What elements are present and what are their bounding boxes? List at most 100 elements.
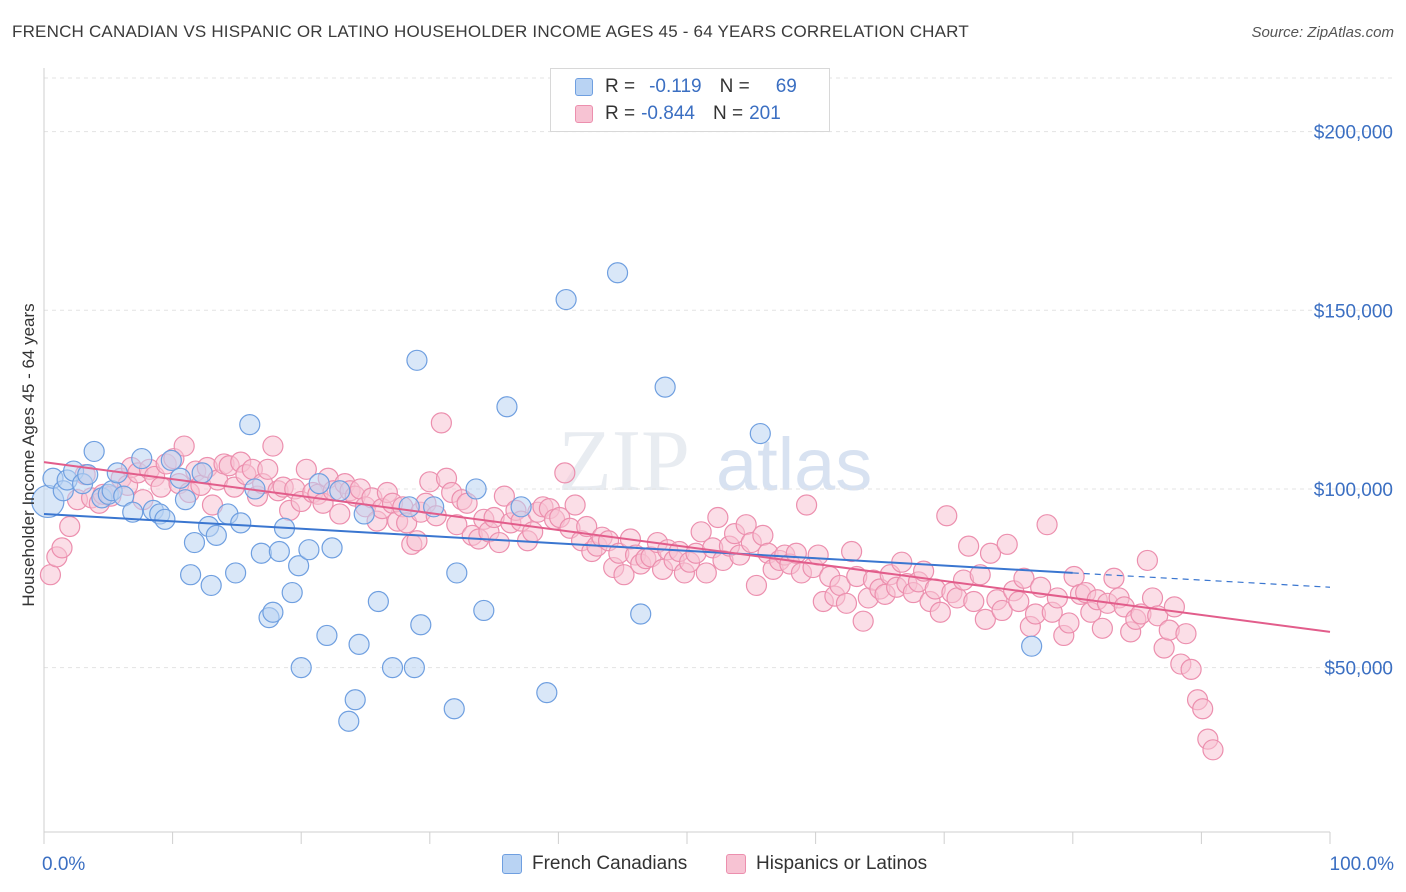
point-hispanic: [51, 537, 73, 559]
point-hispanic: [1046, 587, 1068, 609]
point-french-canadian: [348, 633, 370, 655]
bottom-legend-swatch-pink: [726, 854, 746, 874]
legend-r-label: R =: [605, 76, 636, 97]
point-french-canadian: [410, 614, 432, 636]
point-hispanic: [974, 608, 996, 630]
point-french-canadian: [338, 710, 360, 732]
point-french-canadian: [308, 472, 330, 495]
point-hispanic: [488, 531, 510, 554]
point-hispanic: [1192, 698, 1214, 720]
point-hispanic: [707, 506, 729, 529]
point-hispanic: [996, 533, 1018, 555]
point-french-canadian: [290, 657, 312, 679]
point-french-canadian: [496, 396, 518, 418]
point-hispanic: [564, 494, 586, 516]
bottom-legend-label: Hispanics or Latinos: [756, 853, 928, 874]
point-french-canadian: [131, 447, 153, 470]
point-hispanic: [1163, 596, 1185, 618]
legend-swatch-pink: [575, 105, 593, 123]
legend-r-value: -0.844: [641, 103, 695, 124]
point-hispanic: [1013, 567, 1035, 589]
point-hispanic: [1153, 637, 1175, 659]
point-hispanic: [173, 435, 195, 457]
trend-line-french-canadians: [43, 512, 1073, 574]
point-french-canadian: [367, 590, 389, 613]
legend-row-hispanics: R = -0.844 N = 201: [575, 102, 781, 126]
bottom-legend-swatch-blue: [502, 854, 522, 874]
point-french-canadian: [250, 542, 272, 564]
point-hispanic: [979, 542, 1002, 564]
point-french-canadian: [205, 524, 227, 547]
legend-swatch-blue: [575, 78, 593, 96]
x-tick-label: 0.0%: [42, 854, 85, 875]
point-hispanic: [329, 503, 351, 525]
point-hispanic: [1202, 739, 1224, 761]
point-hispanic: [1008, 590, 1030, 613]
point-hispanic: [1180, 658, 1202, 681]
point-hispanic: [1091, 617, 1113, 639]
watermark: ZIP atlas: [558, 413, 872, 510]
point-hispanic: [1103, 567, 1125, 589]
point-hispanic: [991, 599, 1013, 622]
point-french-canadian: [183, 531, 206, 554]
bottom-legend-french-canadians: French Canadians: [502, 852, 687, 876]
point-hispanic: [841, 540, 863, 563]
grid: [44, 77, 1394, 669]
point-hispanic: [576, 515, 598, 538]
point-hispanic: [1058, 612, 1080, 634]
point-french-canadian: [423, 496, 445, 518]
point-french-canadian: [262, 601, 284, 623]
bottom-legend-label: French Canadians: [532, 853, 688, 874]
point-hispanic: [1136, 549, 1158, 572]
y-tick-label: $200,000: [1314, 123, 1393, 144]
point-hispanic: [554, 462, 576, 484]
x-tick-label: 100.0%: [1330, 854, 1395, 875]
point-hispanic: [430, 412, 452, 434]
point-french-canadian: [465, 478, 487, 500]
point-french-canadian: [473, 599, 495, 622]
point-french-canadian: [510, 496, 532, 518]
point-hispanic: [1175, 623, 1197, 645]
point-french-canadian: [403, 657, 425, 679]
point-french-canadian: [154, 508, 176, 530]
y-tick-label: $50,000: [1324, 659, 1393, 680]
point-french-canadian: [288, 555, 310, 577]
point-french-canadian: [329, 480, 351, 502]
point-hispanic: [752, 524, 774, 547]
legend-n-value: 69: [775, 76, 797, 97]
y-tick-label: $100,000: [1314, 480, 1393, 501]
watermark-zip: ZIP: [558, 413, 690, 510]
point-french-canadian: [353, 503, 375, 525]
trend-lines: [43, 461, 1331, 633]
source-credit: Source: ZipAtlas.com: [1251, 24, 1394, 41]
point-hispanic: [929, 601, 951, 623]
y-axis-label: Householder Income Ages 45 - 64 years: [19, 303, 38, 606]
point-french-canadian: [122, 501, 144, 523]
watermark-atlas: atlas: [716, 423, 872, 506]
point-french-canadian: [654, 376, 676, 398]
point-french-canadian: [344, 689, 366, 711]
point-hispanic: [1141, 587, 1164, 609]
point-french-canadian: [225, 562, 247, 584]
legend-r-label: R =: [605, 103, 636, 124]
legend-n-label: N =: [712, 103, 744, 124]
point-hispanic: [59, 515, 81, 538]
point-hispanic: [745, 574, 768, 597]
point-hispanic: [807, 544, 829, 566]
bottom-legend-hispanics: Hispanics or Latinos: [726, 852, 927, 876]
point-french-canadian: [321, 537, 343, 559]
point-hispanic: [835, 592, 858, 614]
point-french-canadian: [239, 414, 261, 436]
point-french-canadian: [191, 462, 213, 484]
y-tick-label: $150,000: [1314, 301, 1393, 322]
point-french-canadian: [316, 624, 338, 647]
point-hispanic: [795, 494, 818, 516]
stats-legend: R = -0.119 N = 69 R = -0.844 N = 201: [550, 68, 830, 132]
point-hispanic: [150, 476, 172, 498]
point-french-canadian: [83, 440, 105, 463]
point-hispanic: [39, 564, 62, 586]
point-hispanic: [613, 564, 635, 586]
point-french-canadian: [536, 682, 558, 704]
point-hispanic: [446, 514, 468, 536]
